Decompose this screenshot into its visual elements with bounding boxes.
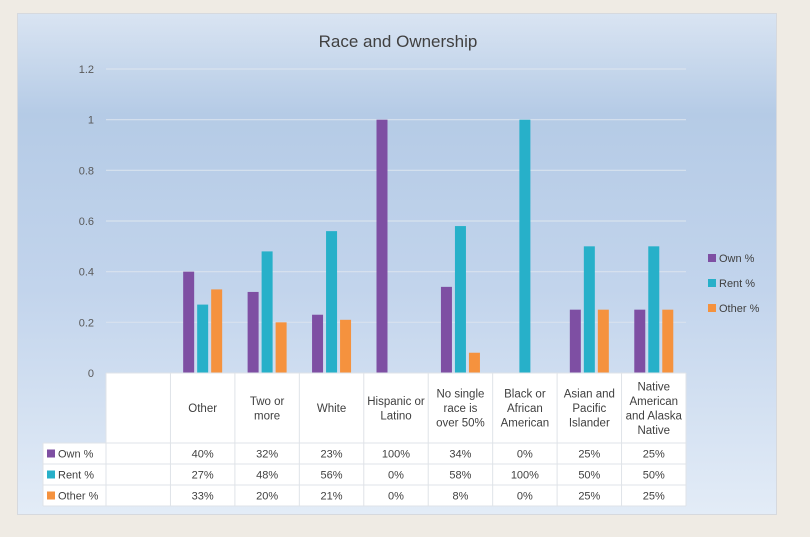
category-label: Black or African American xyxy=(501,389,550,430)
bar xyxy=(634,309,646,373)
bar xyxy=(454,226,466,373)
data-label: 23% xyxy=(321,449,343,461)
data-label: 27% xyxy=(192,470,214,482)
category-label: Two or more xyxy=(250,396,285,423)
bar xyxy=(468,352,480,373)
data-label: 25% xyxy=(643,449,665,461)
data-label: 100% xyxy=(511,470,539,482)
bar xyxy=(183,271,195,373)
legend-label: Other % xyxy=(719,303,760,315)
data-label: 50% xyxy=(578,470,600,482)
data-label: 50% xyxy=(643,470,665,482)
table-body-bg xyxy=(43,443,686,506)
data-label: 0% xyxy=(517,491,533,503)
bar xyxy=(648,246,660,373)
legend: Own % Rent % Other % xyxy=(708,253,760,315)
bar xyxy=(569,309,581,373)
bar xyxy=(376,119,388,374)
data-label: 21% xyxy=(321,491,343,503)
bar xyxy=(440,286,452,373)
y-axis-ticks: 0 0.2 0.4 0.6 0.8 1 1.2 xyxy=(79,64,94,380)
chart-frame: Race and Ownership 0 0.2 0.4 0.6 0.8 1 1.2 Oth… xyxy=(17,13,777,515)
bar xyxy=(662,309,674,373)
data-label: 56% xyxy=(321,470,343,482)
y-tick-label: 0.4 xyxy=(79,267,94,279)
category-label: Asian and Pacific Islander xyxy=(564,389,615,430)
legend-swatch xyxy=(708,304,716,312)
data-label: 34% xyxy=(449,449,471,461)
bar xyxy=(247,291,259,373)
table-header-bg xyxy=(106,373,686,443)
bar xyxy=(312,314,324,373)
data-label: 48% xyxy=(256,470,278,482)
row-swatch xyxy=(47,449,55,458)
data-label: 20% xyxy=(256,491,278,503)
category-label: Native American and Alaska Native xyxy=(626,381,683,437)
y-tick-label: 1 xyxy=(88,115,94,127)
y-tick-label: 0.8 xyxy=(79,165,94,177)
row-series-name: Other % xyxy=(58,491,99,503)
legend-label: Own % xyxy=(719,253,755,265)
bar xyxy=(597,309,609,373)
race-ownership-chart: Race and Ownership 0 0.2 0.4 0.6 0.8 1 1.2 Oth… xyxy=(42,32,760,507)
chart-title: Race and Ownership xyxy=(319,32,478,51)
data-table: Other Two or more White Hispanic or Latino No … xyxy=(42,372,687,507)
row-swatch xyxy=(47,491,55,500)
data-label: 58% xyxy=(449,470,471,482)
data-label: 25% xyxy=(643,491,665,503)
category-label: White xyxy=(317,403,346,415)
bar xyxy=(211,289,223,373)
category-label: Other xyxy=(188,403,217,415)
data-label: 0% xyxy=(388,470,404,482)
bars xyxy=(183,119,674,374)
data-label: 32% xyxy=(256,449,278,461)
legend-label: Rent % xyxy=(719,278,755,290)
data-label: 100% xyxy=(382,449,410,461)
y-tick-label: 0.6 xyxy=(79,216,94,228)
y-tick-label: 0.2 xyxy=(79,317,94,329)
data-label: 0% xyxy=(388,491,404,503)
data-label: 33% xyxy=(192,491,214,503)
legend-swatch xyxy=(708,254,716,262)
row-swatch xyxy=(47,470,55,479)
data-label: 8% xyxy=(452,491,468,503)
y-tick-label: 1.2 xyxy=(79,64,94,76)
data-label: 25% xyxy=(578,449,600,461)
row-series-name: Rent % xyxy=(58,470,94,482)
bar xyxy=(583,246,595,373)
bar xyxy=(519,119,531,374)
bar xyxy=(326,231,338,373)
bar xyxy=(197,304,209,373)
data-label: 40% xyxy=(192,449,214,461)
category-label: No single race is over 50% xyxy=(436,389,485,430)
category-label: Hispanic or Latino xyxy=(367,396,425,423)
data-label: 25% xyxy=(578,491,600,503)
bar xyxy=(340,319,352,373)
data-label: 0% xyxy=(517,449,533,461)
legend-swatch xyxy=(708,279,716,287)
bar xyxy=(261,251,273,373)
bar xyxy=(275,322,287,373)
row-series-name: Own % xyxy=(58,449,94,461)
y-tick-label: 0 xyxy=(88,368,94,380)
